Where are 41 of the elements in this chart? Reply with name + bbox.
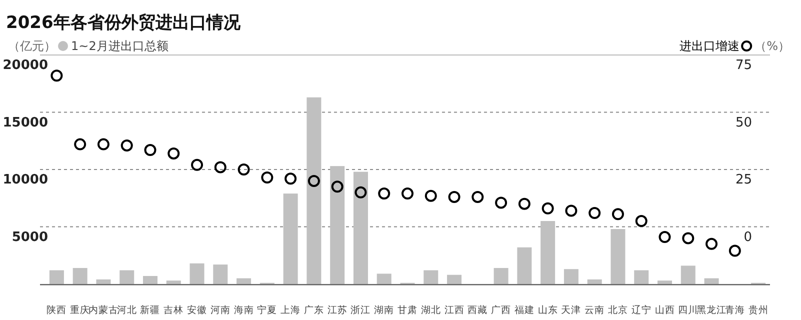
x-tick-label: 广东 — [304, 304, 324, 316]
y-tick-label: 15000 — [2, 115, 48, 130]
x-tick-label: 新疆 — [140, 304, 160, 316]
y2-axis-title: （%） — [754, 39, 790, 53]
x-tick-label: 内蒙古 — [88, 304, 118, 316]
y2-tick-label: 50 — [735, 115, 752, 130]
x-tick-label: 上海 — [280, 304, 301, 316]
y2-tick-label: 25 — [735, 172, 752, 188]
x-tick-label: 安徽 — [187, 304, 208, 316]
x-tick-label: 湖南 — [374, 304, 394, 316]
y-tick-label: 5000 — [12, 230, 48, 245]
x-tick-label: 陕西 — [46, 304, 67, 316]
x-tick-label: 河南 — [210, 304, 230, 316]
x-tick-label: 山西 — [654, 304, 675, 316]
y2-tick-label: 75 — [735, 58, 752, 73]
x-tick-label: 辽宁 — [631, 304, 652, 316]
x-tick-label: 天津 — [561, 304, 582, 316]
chart-title: 2026年各省份外贸进出口情况 — [6, 13, 242, 33]
y2-tick-label: 0 — [744, 230, 752, 245]
x-tick-label: 吉林 — [164, 304, 184, 316]
x-tick-label: 黑龙江 — [696, 304, 727, 316]
x-tick-label: 山东 — [538, 304, 558, 316]
x-tick-label: 福建 — [514, 304, 534, 316]
x-tick-label: 湖北 — [420, 304, 441, 316]
x-tick-label: 广西 — [491, 304, 512, 316]
y-axis-title: （亿元） — [8, 39, 56, 53]
x-tick-label: 河北 — [116, 304, 137, 316]
x-tick-label: 贵州 — [748, 304, 768, 316]
x-tick-label: 浙江 — [350, 304, 371, 316]
y-tick-label: 10000 — [2, 172, 48, 188]
x-tick-label: 西藏 — [468, 304, 488, 316]
x-tick-label: 江西 — [444, 304, 464, 316]
x-tick-label: 青海 — [724, 304, 745, 316]
x-tick-label: 海南 — [234, 304, 254, 316]
x-tick-label: 云南 — [584, 304, 605, 316]
x-tick-label: 宁夏 — [257, 304, 278, 316]
x-tick-label: 北京 — [608, 304, 628, 316]
x-tick-label: 重庆 — [70, 304, 90, 316]
x-tick-label: 甘肃 — [398, 304, 418, 316]
x-tick-label: 江苏 — [327, 304, 348, 316]
y-tick-label: 20000 — [2, 58, 48, 73]
